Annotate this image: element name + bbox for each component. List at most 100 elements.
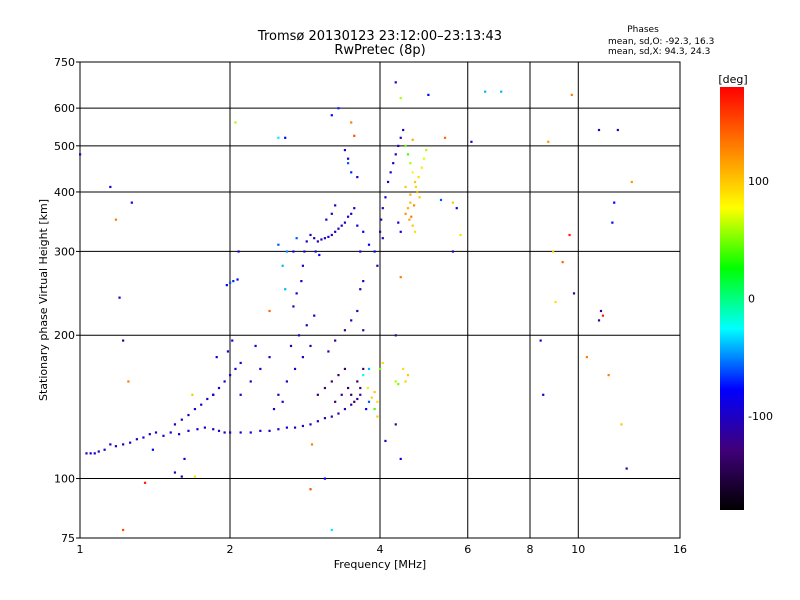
data-point: [79, 153, 82, 156]
phases-line-o: mean, sd,O: -92.3, 16.3: [608, 37, 714, 47]
data-point: [268, 309, 271, 313]
data-point: [309, 423, 312, 426]
x-tick-label: 16: [673, 543, 687, 556]
data-point: [451, 201, 455, 204]
data-point: [376, 415, 379, 418]
data-point: [289, 344, 293, 348]
phase-colorbar: [deg] 100 0 -100: [718, 73, 773, 510]
data-point: [394, 81, 397, 84]
data-point: [285, 426, 288, 429]
data-point: [337, 374, 340, 377]
data-point: [359, 393, 362, 396]
data-point: [281, 400, 284, 403]
data-point: [122, 443, 125, 446]
data-point: [630, 180, 633, 184]
data-point: [409, 201, 412, 204]
data-point: [268, 356, 271, 359]
data-point: [109, 443, 112, 446]
data-point: [277, 428, 280, 431]
data-point: [215, 356, 218, 359]
data-point: [309, 488, 312, 491]
data-point: [451, 250, 455, 253]
data-point: [362, 374, 365, 377]
data-point: [484, 90, 487, 93]
data-point: [406, 374, 410, 377]
data-point: [411, 138, 414, 141]
data-point: [277, 136, 280, 139]
data-point: [297, 334, 301, 337]
colorbar-label: [deg]: [718, 73, 747, 86]
data-point: [397, 221, 400, 224]
data-point: [334, 400, 337, 403]
data-point: [234, 121, 237, 124]
x-tick-label: 8: [527, 543, 534, 556]
data-point: [611, 221, 614, 224]
data-point: [561, 261, 564, 264]
data-point: [379, 230, 382, 233]
data-point: [323, 417, 327, 420]
data-point: [272, 407, 276, 411]
data-point: [380, 218, 383, 221]
data-point: [187, 413, 190, 417]
data-point: [376, 400, 379, 403]
data-point: [343, 329, 347, 332]
data-point: [350, 403, 353, 406]
colorbar-tick-label: -100: [748, 410, 773, 423]
data-point: [292, 250, 295, 253]
data-point: [359, 386, 362, 390]
data-point: [350, 171, 353, 174]
data-point: [340, 224, 343, 227]
data-point: [500, 90, 503, 93]
data-point: [151, 448, 155, 451]
data-point: [359, 288, 362, 291]
data-point: [162, 434, 165, 437]
data-point: [346, 157, 350, 160]
data-point: [356, 309, 359, 313]
data-point: [365, 407, 368, 411]
chart-subtitle: RwPretec (8p): [334, 43, 425, 58]
data-point: [239, 431, 242, 434]
data-point: [234, 367, 237, 371]
data-point: [232, 280, 235, 283]
data-point: [568, 233, 571, 237]
data-point: [585, 356, 588, 359]
data-point: [381, 207, 384, 210]
data-point: [330, 114, 333, 117]
data-point: [212, 393, 215, 396]
x-tick-label: 4: [377, 543, 384, 556]
data-point: [411, 224, 414, 227]
data-point: [85, 452, 88, 455]
data-point: [343, 148, 347, 152]
data-point: [122, 339, 125, 342]
data-point: [316, 393, 319, 396]
data-point: [384, 196, 387, 199]
y-tick-label: 500: [54, 140, 75, 153]
data-point: [356, 175, 359, 179]
data-point: [334, 339, 337, 342]
data-point: [443, 136, 447, 139]
phases-info-box: Phases mean, sd,O: -92.3, 16.3 mean, sd,…: [608, 25, 714, 57]
data-point: [300, 280, 303, 283]
data-point: [225, 284, 228, 287]
data-point: [362, 280, 365, 283]
data-point: [309, 233, 312, 237]
data-point: [417, 175, 420, 179]
data-point: [154, 431, 158, 434]
data-point: [223, 431, 226, 434]
data-point: [337, 412, 340, 415]
data-point: [236, 278, 239, 281]
data-point: [422, 157, 426, 160]
data-point: [314, 250, 317, 253]
y-tick-label: 750: [54, 56, 75, 69]
data-point: [599, 309, 603, 313]
data-point: [109, 185, 112, 189]
data-point: [367, 400, 371, 403]
data-point: [330, 233, 333, 237]
axis-ticks: 1 2 4 6 8 10 16 75 100 200 300 400 500 600 750: [54, 56, 687, 556]
data-point: [386, 180, 390, 184]
data-point: [323, 237, 327, 240]
data-point: [293, 367, 297, 371]
data-point: [418, 196, 421, 199]
data-point: [340, 393, 343, 396]
data-point: [359, 250, 362, 253]
